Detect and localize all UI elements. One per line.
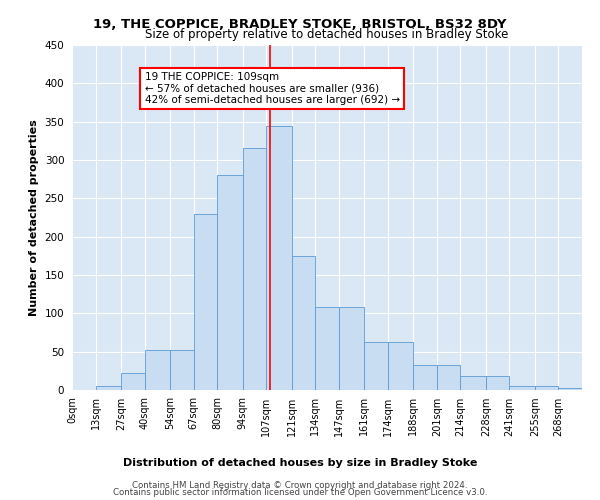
Bar (364, 342, 388, 390)
Text: 19, THE COPPICE, BRADLEY STOKE, BRISTOL, BS32 8DY: 19, THE COPPICE, BRADLEY STOKE, BRISTOL,… (93, 18, 507, 30)
Bar (95, 386, 121, 390)
Bar (242, 148, 266, 390)
Bar (535, 386, 559, 390)
Bar (437, 366, 460, 390)
Text: 19 THE COPPICE: 109sqm
← 57% of detached houses are smaller (936)
42% of semi-de: 19 THE COPPICE: 109sqm ← 57% of detached… (145, 72, 400, 105)
Bar (194, 214, 217, 390)
Bar (266, 126, 292, 390)
Bar (388, 342, 413, 390)
Bar (486, 376, 509, 390)
Bar (217, 176, 242, 390)
Text: Contains HM Land Registry data © Crown copyright and database right 2024.: Contains HM Land Registry data © Crown c… (132, 480, 468, 490)
Bar (292, 256, 315, 390)
Bar (509, 386, 535, 390)
Bar (413, 366, 437, 390)
Bar (121, 373, 145, 390)
Bar (559, 388, 582, 390)
Text: Distribution of detached houses by size in Bradley Stoke: Distribution of detached houses by size … (123, 458, 477, 468)
Title: Size of property relative to detached houses in Bradley Stoke: Size of property relative to detached ho… (145, 28, 509, 41)
Bar (170, 350, 194, 390)
Bar (339, 307, 364, 390)
Text: Contains public sector information licensed under the Open Government Licence v3: Contains public sector information licen… (113, 488, 487, 497)
Y-axis label: Number of detached properties: Number of detached properties (29, 119, 39, 316)
Bar (145, 350, 170, 390)
Bar (315, 307, 339, 390)
Bar (460, 376, 486, 390)
